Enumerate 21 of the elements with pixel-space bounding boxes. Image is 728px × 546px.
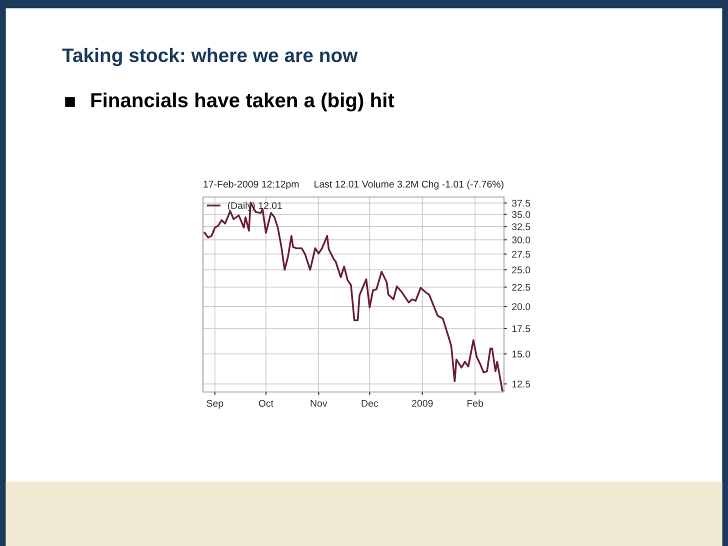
chart-subtitle: Financials have taken a (big) hit xyxy=(91,92,394,112)
y-tick-label: 12.5 xyxy=(512,380,530,388)
y-tick-label: 27.5 xyxy=(512,250,530,258)
y-tick-label: 20.0 xyxy=(512,303,530,310)
x-tick-label: Sep xyxy=(206,400,224,409)
y-tick-label: 30.0 xyxy=(512,236,530,244)
y-tick-label: 17.5 xyxy=(512,325,530,332)
chart-title: Taking stock: where we are now xyxy=(62,48,358,66)
y-tick-label: 22.5 xyxy=(512,284,530,291)
y-tick-label: 25.0 xyxy=(512,266,530,274)
y-tick-label: 35.0 xyxy=(512,211,530,218)
text: Last 12.01 Volume 3.2M Chg -1.01 (-7.76%) xyxy=(314,180,504,190)
y-tick-label: 32.5 xyxy=(512,223,530,230)
x-tick-label: Dec xyxy=(362,400,378,407)
y-tick-label: 15.0 xyxy=(512,350,530,358)
text: 17-Feb-2009 12:12pm xyxy=(204,180,299,190)
y-tick-label: 37.5 xyxy=(512,200,530,207)
x-tick-label: 2009 xyxy=(412,400,433,407)
x-tick-label: Oct xyxy=(258,400,274,407)
x-tick-label: Nov xyxy=(310,400,328,407)
x-tick-label: Feb xyxy=(468,400,484,407)
